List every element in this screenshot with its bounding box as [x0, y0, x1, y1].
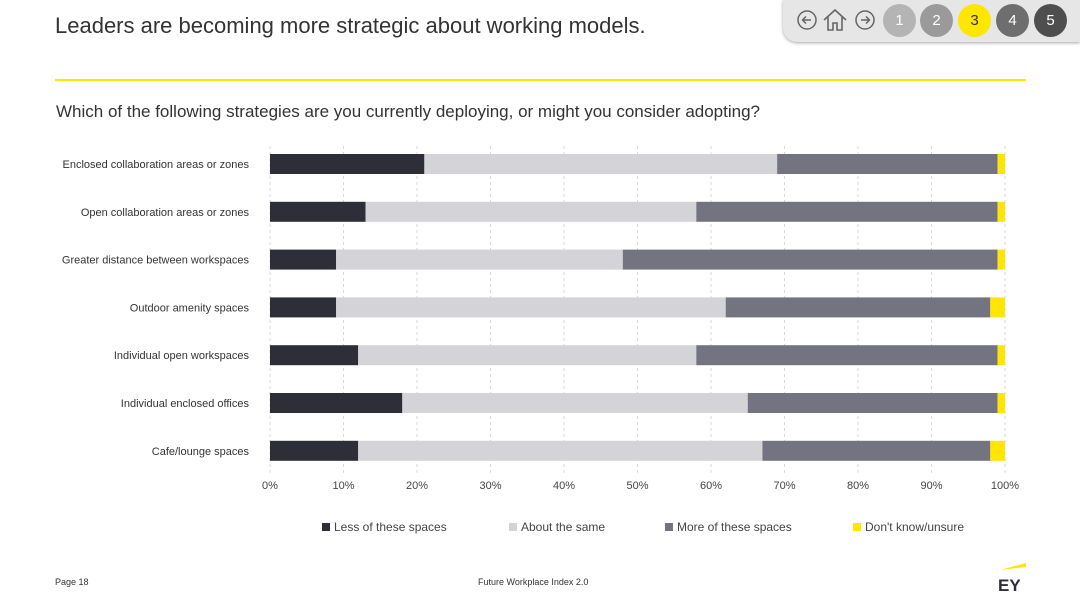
bar-segment	[696, 345, 998, 366]
navigation-bar: 1 2 3 4 5	[783, 0, 1080, 42]
legend-item-less: Less of these spaces	[322, 520, 447, 534]
chart-legend: Less of these spaces About the same More…	[0, 520, 1080, 540]
bar-segment	[622, 249, 998, 270]
legend-item-more: More of these spaces	[665, 520, 792, 534]
page-1-button[interactable]: 1	[883, 4, 916, 37]
legend-swatch-less	[322, 523, 330, 531]
bar-segment	[270, 297, 337, 318]
bar-segment	[270, 440, 359, 461]
bar-segment	[358, 345, 697, 366]
category-label: Open collaboration areas or zones	[81, 207, 250, 219]
page-2-button[interactable]: 2	[920, 4, 953, 37]
title-underline	[55, 79, 1026, 81]
bar-segment	[997, 249, 1005, 270]
bar-segment	[747, 393, 998, 413]
page-number: Page 18	[55, 577, 89, 587]
legend-swatch-more	[665, 523, 673, 531]
category-label: Individual enclosed offices	[121, 398, 250, 410]
legend-item-dontknow: Don't know/unsure	[853, 520, 964, 534]
bar-segment	[777, 154, 998, 174]
x-tick-label: 60%	[700, 480, 722, 492]
survey-question: Which of the following strategies are yo…	[56, 102, 760, 121]
page-4-button[interactable]: 4	[996, 4, 1029, 37]
back-arrow-icon[interactable]	[793, 6, 821, 34]
bar-segment	[997, 345, 1005, 366]
bar-segment	[990, 440, 1005, 461]
bar-segment	[270, 154, 425, 174]
bar-segment	[270, 393, 403, 413]
x-tick-label: 30%	[479, 480, 501, 492]
bar-segment	[424, 154, 778, 174]
bar-segment	[365, 201, 697, 222]
legend-swatch-same	[509, 523, 517, 531]
bar-segment	[336, 297, 726, 318]
bar-segment	[336, 249, 623, 270]
x-tick-label: 10%	[332, 480, 354, 492]
category-label: Greater distance between workspaces	[62, 255, 250, 267]
page-3-button-active[interactable]: 3	[958, 4, 991, 37]
x-tick-label: 100%	[991, 480, 1019, 492]
bar-segment	[762, 440, 991, 461]
x-tick-label: 50%	[626, 480, 648, 492]
bar-segment	[358, 440, 763, 461]
ey-logo: EY	[998, 563, 1026, 595]
bar-segment	[402, 393, 748, 413]
legend-label-dontknow: Don't know/unsure	[865, 520, 965, 534]
x-tick-label: 0%	[262, 480, 278, 492]
stacked-bar-chart: 0% 10% 20% 30% 40% 50% 60% 70% 80% 90% 100% Enclose…	[62, 146, 1019, 492]
ey-logo-text: EY	[998, 576, 1021, 595]
x-tick-label: 70%	[773, 480, 795, 492]
bar-segment	[990, 297, 1005, 318]
category-label: Enclosed collaboration areas or zones	[62, 159, 249, 171]
bar-segment	[997, 393, 1005, 413]
category-label: Outdoor amenity spaces	[130, 302, 250, 314]
x-tick-label: 90%	[920, 480, 942, 492]
category-label: Individual open workspaces	[114, 350, 250, 362]
legend-item-same: About the same	[509, 520, 605, 534]
bar-segment	[270, 201, 366, 222]
footer-title: Future Workplace Index 2.0	[478, 577, 589, 587]
page-title: Leaders are becoming more strategic abou…	[55, 13, 646, 38]
bar-segment	[725, 297, 991, 318]
x-tick-label: 20%	[406, 480, 428, 492]
x-tick-label: 80%	[847, 480, 869, 492]
legend-swatch-dontknow	[853, 523, 861, 531]
legend-label-more: More of these spaces	[677, 520, 792, 534]
bar-segment	[270, 345, 359, 366]
page-5-button[interactable]: 5	[1034, 4, 1067, 37]
legend-label-same: About the same	[521, 520, 606, 534]
category-label: Cafe/lounge spaces	[152, 446, 250, 458]
bar-segment	[270, 249, 337, 270]
legend-label-less: Less of these spaces	[334, 520, 447, 534]
bar-segment	[997, 201, 1005, 222]
bar-segment	[696, 201, 998, 222]
bar-segment	[997, 154, 1005, 174]
forward-arrow-icon[interactable]	[851, 6, 879, 34]
home-icon[interactable]	[821, 6, 849, 34]
x-tick-label: 40%	[553, 480, 575, 492]
